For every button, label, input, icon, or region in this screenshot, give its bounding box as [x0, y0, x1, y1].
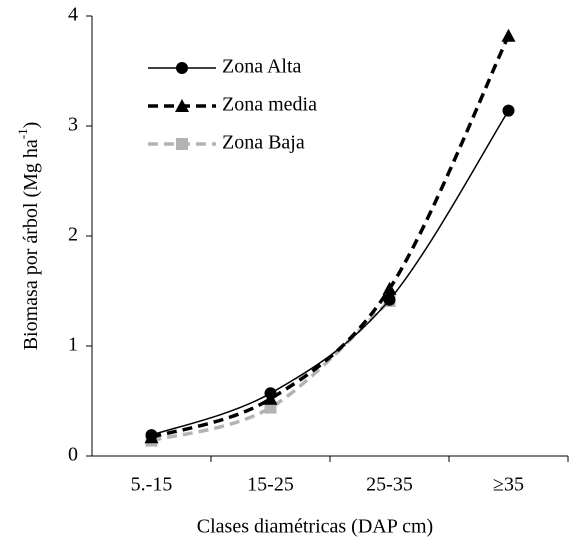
legend-label: Zona Alta — [222, 56, 302, 78]
series-line — [150, 35, 511, 439]
legend-label: Zona Baja — [222, 132, 305, 154]
y-tick-label: 4 — [68, 4, 78, 26]
legend-marker — [175, 99, 189, 112]
y-tick-label: 3 — [68, 114, 78, 136]
y-tick-label: 0 — [68, 444, 78, 466]
legend-label: Zona media — [222, 94, 317, 116]
data-point — [145, 429, 158, 442]
legend-marker — [176, 62, 188, 74]
y-axis-title-close: ) — [20, 122, 42, 129]
series-line — [151, 110, 510, 436]
x-tick-label: 15-25 — [247, 474, 294, 496]
y-axis-title: Biomasa por árbol (Mg ha-1) — [15, 122, 42, 351]
y-tick-label: 1 — [68, 334, 78, 356]
y-axis-title-sup: -1 — [15, 128, 30, 139]
x-axis-title: Clases diamétricas (DAP cm) — [197, 516, 433, 538]
x-tick-label: ≥35 — [493, 474, 524, 496]
x-tick-label: 5.-15 — [131, 474, 173, 496]
data-point — [383, 293, 396, 306]
x-tick-label: 25-35 — [366, 474, 413, 496]
data-point — [382, 281, 397, 295]
legend-marker — [176, 138, 188, 150]
data-point — [264, 387, 277, 400]
y-tick-label: 2 — [68, 224, 78, 246]
y-axis-title-text: Biomasa por árbol (Mg ha — [20, 139, 42, 350]
data-point — [502, 104, 515, 117]
data-point — [501, 28, 516, 42]
series-line — [151, 299, 391, 443]
